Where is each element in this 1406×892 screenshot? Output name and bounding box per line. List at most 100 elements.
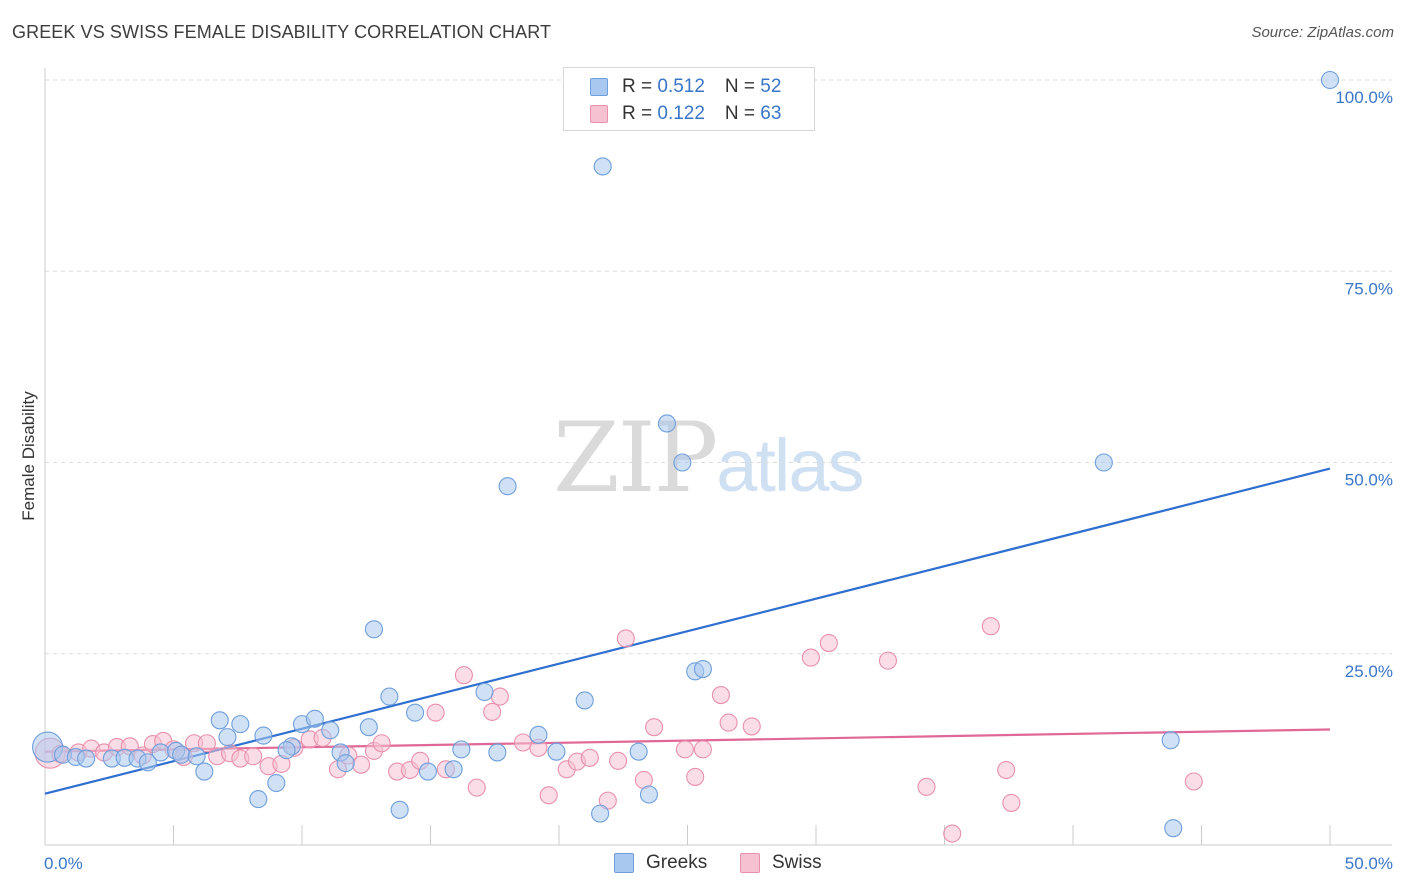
greeks-point — [418, 762, 437, 781]
swiss-point — [981, 617, 1000, 636]
swiss-point — [693, 740, 712, 759]
stats-legend: R = 0.512 N = 52 R = 0.122 N = 63 — [563, 67, 815, 131]
swiss-point — [742, 717, 761, 736]
grid-layer — [45, 79, 1392, 655]
legend-row-greeks: R = 0.512 N = 52 — [590, 76, 781, 98]
watermark-zip: ZIP — [553, 402, 718, 514]
swiss-point — [616, 629, 635, 648]
y-tick-label: 100.0% — [1335, 88, 1393, 107]
greeks-point — [406, 703, 425, 722]
greeks-point — [693, 659, 712, 679]
greeks-point — [547, 742, 566, 761]
swiss-point — [352, 755, 371, 774]
greeks-point — [529, 725, 548, 744]
legend-row-swiss: R = 0.122 N = 63 — [590, 103, 781, 125]
source-credit: Source: ZipAtlas.com — [1251, 24, 1394, 41]
legend-r-label: R = — [622, 76, 658, 97]
x-tick-label: 50.0% — [1345, 854, 1393, 873]
swiss-point — [609, 751, 628, 770]
series-legend-greeks[interactable]: Greeks — [614, 852, 707, 874]
greeks-point — [444, 760, 463, 779]
watermark-atlas: atlas — [716, 424, 864, 507]
series-legend-swiss[interactable]: Swiss — [740, 852, 822, 874]
swiss-point — [539, 786, 558, 805]
swiss-point — [878, 651, 898, 670]
greeks-point — [390, 800, 409, 819]
greeks-point — [277, 741, 296, 760]
watermark: ZIPatlas — [553, 402, 865, 514]
legend-n-label: N = — [724, 76, 761, 97]
greeks-point — [364, 620, 384, 639]
swiss-point — [1002, 793, 1021, 812]
legend-n-value: 52 — [760, 76, 782, 97]
swiss-points — [34, 617, 1203, 843]
greeks-point — [1161, 731, 1180, 750]
greeks-point — [488, 743, 507, 762]
legend-n-value: 63 — [760, 103, 782, 124]
swiss-point — [675, 740, 694, 759]
greeks-point — [218, 728, 237, 747]
greeks-point — [639, 785, 659, 804]
swiss-point — [719, 713, 738, 732]
greeks-point — [657, 414, 676, 433]
greeks-point — [380, 687, 399, 706]
series-legend: Greeks Swiss — [0, 852, 1406, 878]
chart-title: GREEK VS SWISS FEMALE DISABILITY CORRELA… — [12, 22, 552, 42]
greeks-point — [231, 715, 250, 734]
swiss-point — [513, 733, 533, 752]
swiss-point — [917, 777, 936, 796]
swiss-point — [244, 747, 263, 766]
greeks-point — [305, 709, 324, 728]
greeks-point — [593, 157, 612, 176]
tick-labels: 100.0% 75.0% 50.0% 25.0% 0.0% 50.0% — [44, 88, 1393, 873]
greeks-point — [575, 691, 594, 710]
greeks-point — [151, 743, 170, 762]
greeks-point — [475, 682, 494, 702]
swiss-point — [1184, 772, 1203, 791]
greeks-points — [32, 70, 1340, 838]
swiss-point — [686, 767, 705, 786]
greeks-point — [321, 721, 340, 740]
greeks-point — [452, 740, 471, 759]
greeks-point — [1164, 819, 1183, 838]
swiss-point — [819, 633, 838, 653]
swiss-point — [483, 702, 502, 721]
swiss-point — [426, 703, 445, 722]
greeks-point — [254, 726, 273, 745]
y-axis-label: Female Disability — [19, 391, 38, 521]
legend-r-value: 0.512 — [657, 76, 705, 97]
greeks-point — [172, 745, 191, 764]
swiss-point — [372, 734, 391, 753]
swiss-label: Swiss — [772, 852, 822, 873]
y-tick-label: 50.0% — [1345, 471, 1393, 490]
legend-r-label: R = — [622, 103, 658, 124]
swiss-point — [467, 778, 486, 797]
swiss-point — [490, 687, 509, 706]
legend-n-label: N = — [724, 103, 761, 124]
swiss-point — [943, 824, 962, 843]
greeks-point — [267, 773, 286, 793]
greeks-point — [336, 754, 355, 773]
swiss-point — [454, 666, 473, 685]
y-tick-label: 25.0% — [1345, 662, 1393, 681]
swiss-point — [197, 734, 216, 753]
greeks-point — [187, 747, 206, 766]
greeks-point — [591, 804, 610, 823]
swiss-trend-line — [44, 728, 1331, 753]
greeks-point — [77, 749, 96, 768]
swiss-point — [997, 760, 1016, 780]
greeks-point — [1094, 453, 1113, 472]
legend-swatch-greeks — [590, 78, 608, 96]
legend-swatch-swiss — [590, 105, 608, 123]
greeks-point — [195, 762, 214, 781]
greeks-point — [673, 453, 692, 472]
swiss-swatch — [740, 853, 760, 873]
swiss-point — [801, 648, 820, 667]
swiss-point — [711, 686, 730, 705]
legend-r-value: 0.122 — [657, 103, 705, 124]
greeks-point — [249, 790, 268, 809]
greeks-point — [1320, 70, 1340, 90]
greeks-point — [210, 711, 229, 730]
greeks-swatch — [614, 853, 634, 873]
